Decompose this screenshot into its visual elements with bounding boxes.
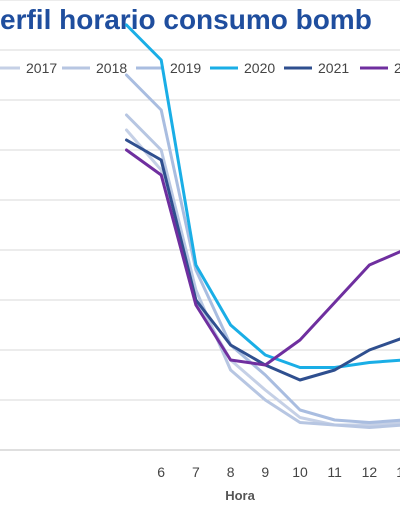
legend-label-2019: 2019 — [170, 60, 201, 76]
series-line-2020 — [125, 23, 400, 369]
legend-label-2018: 2018 — [96, 60, 127, 76]
series-line-2 — [125, 148, 400, 367]
x-tick-label: 10 — [292, 464, 308, 480]
x-tick-label: 13 — [396, 464, 400, 480]
legend-label-2020: 2020 — [244, 60, 275, 76]
series-line-2021 — [125, 138, 400, 382]
x-tick-label: 8 — [227, 464, 235, 480]
x-tick-label: 11 — [327, 464, 342, 480]
x-axis-ticks: 67891011121314151617 — [157, 464, 400, 480]
x-tick-label: 12 — [362, 464, 378, 480]
x-axis-title: Hora — [225, 488, 255, 503]
x-tick-label: 9 — [261, 464, 269, 480]
chart-legend: 2017 2018 2019 2020 2021 2 — [0, 60, 400, 76]
legend-label-2021: 2021 — [318, 60, 349, 76]
x-tick-label: 6 — [157, 464, 165, 480]
chart-series — [125, 23, 400, 429]
legend-label-2: 2 — [394, 60, 400, 76]
series-line-2018 — [125, 113, 400, 429]
chart-title: erfil horario consumo bomb — [0, 4, 372, 35]
series-line-2019 — [125, 73, 400, 424]
x-tick-label: 7 — [192, 464, 200, 480]
grid-lines — [0, 0, 400, 451]
legend-label-2017: 2017 — [26, 60, 57, 76]
